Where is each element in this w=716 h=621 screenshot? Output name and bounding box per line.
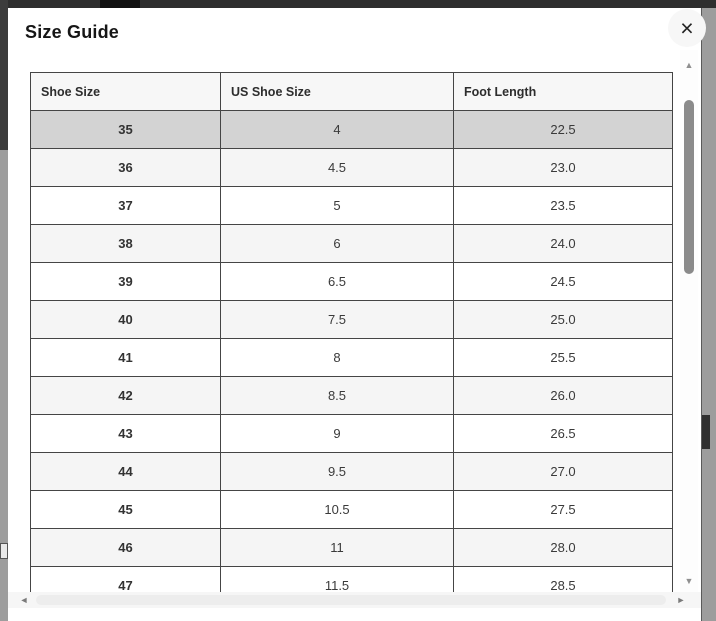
size-table: Shoe Size US Shoe Size Foot Length 35 4 … xyxy=(30,72,673,592)
cell-shoe-size: 47 xyxy=(30,566,221,592)
cell-shoe-size: 44 xyxy=(30,452,221,491)
table-row[interactable]: 35 4 22.5 xyxy=(30,110,673,149)
table-row[interactable]: 40 7.5 25.0 xyxy=(30,300,673,339)
cell-foot-length: 28.0 xyxy=(453,528,673,567)
cell-foot-length: 24.5 xyxy=(453,262,673,301)
cell-shoe-size: 35 xyxy=(30,110,221,149)
cell-us-shoe-size: 4.5 xyxy=(220,148,454,187)
horizontal-scrollbar-thumb[interactable] xyxy=(36,595,666,605)
size-guide-modal: Size Guide × Shoe Size US Shoe Size Foot… xyxy=(8,8,706,621)
cell-us-shoe-size: 5 xyxy=(220,186,454,225)
table-row[interactable]: 37 5 23.5 xyxy=(30,186,673,225)
cell-us-shoe-size: 4 xyxy=(220,110,454,149)
table-row[interactable]: 41 8 25.5 xyxy=(30,338,673,377)
cell-us-shoe-size: 10.5 xyxy=(220,490,454,529)
size-table-body: 35 4 22.5 36 4.5 23.0 37 5 23.5 38 6 24.… xyxy=(30,110,673,592)
cell-us-shoe-size: 8.5 xyxy=(220,376,454,415)
header-row: Shoe Size US Shoe Size Foot Length xyxy=(30,72,673,111)
table-row[interactable]: 39 6.5 24.5 xyxy=(30,262,673,301)
cell-foot-length: 26.0 xyxy=(453,376,673,415)
cell-us-shoe-size: 9 xyxy=(220,414,454,453)
cell-foot-length: 27.5 xyxy=(453,490,673,529)
column-header-foot-length: Foot Length xyxy=(453,72,673,111)
close-icon: × xyxy=(680,14,694,41)
backdrop-left-patch xyxy=(0,543,8,559)
cell-foot-length: 25.0 xyxy=(453,300,673,339)
cell-us-shoe-size: 11.5 xyxy=(220,566,454,592)
scroll-up-icon[interactable]: ▲ xyxy=(684,60,694,70)
cell-us-shoe-size: 11 xyxy=(220,528,454,567)
vertical-scrollbar-thumb[interactable] xyxy=(684,100,694,274)
table-row[interactable]: 36 4.5 23.0 xyxy=(30,148,673,187)
cell-us-shoe-size: 6 xyxy=(220,224,454,263)
cell-shoe-size: 46 xyxy=(30,528,221,567)
size-table-header: Shoe Size US Shoe Size Foot Length xyxy=(30,72,673,111)
table-row[interactable]: 43 9 26.5 xyxy=(30,414,673,453)
table-row[interactable]: 38 6 24.0 xyxy=(30,224,673,263)
backdrop-top xyxy=(0,0,716,8)
backdrop-left xyxy=(0,0,8,150)
cell-us-shoe-size: 8 xyxy=(220,338,454,377)
cell-us-shoe-size: 9.5 xyxy=(220,452,454,491)
cell-shoe-size: 36 xyxy=(30,148,221,187)
cell-foot-length: 24.0 xyxy=(453,224,673,263)
cell-foot-length: 23.0 xyxy=(453,148,673,187)
size-table-viewport[interactable]: Shoe Size US Shoe Size Foot Length 35 4 … xyxy=(30,64,682,592)
column-header-shoe-size: Shoe Size xyxy=(30,72,221,111)
table-row[interactable]: 47 11.5 28.5 xyxy=(30,566,673,592)
cell-us-shoe-size: 6.5 xyxy=(220,262,454,301)
cell-foot-length: 22.5 xyxy=(453,110,673,149)
scroll-left-icon[interactable]: ◄ xyxy=(19,595,29,605)
backdrop-top-dark xyxy=(100,0,140,8)
cell-us-shoe-size: 7.5 xyxy=(220,300,454,339)
table-row[interactable]: 44 9.5 27.0 xyxy=(30,452,673,491)
cell-shoe-size: 41 xyxy=(30,338,221,377)
modal-title: Size Guide xyxy=(25,22,120,42)
cell-shoe-size: 43 xyxy=(30,414,221,453)
cell-shoe-size: 42 xyxy=(30,376,221,415)
cell-shoe-size: 45 xyxy=(30,490,221,529)
cell-shoe-size: 40 xyxy=(30,300,221,339)
backdrop-right-edge xyxy=(700,8,702,621)
cell-shoe-size: 38 xyxy=(30,224,221,263)
horizontal-scrollbar[interactable]: ◄ ► xyxy=(8,592,701,608)
cell-foot-length: 28.5 xyxy=(453,566,673,592)
cell-foot-length: 26.5 xyxy=(453,414,673,453)
backdrop-right-blotch xyxy=(702,415,710,449)
column-header-us-shoe-size: US Shoe Size xyxy=(220,72,454,111)
vertical-scrollbar[interactable]: ▲ ▼ xyxy=(680,50,698,592)
table-row[interactable]: 42 8.5 26.0 xyxy=(30,376,673,415)
table-row[interactable]: 45 10.5 27.5 xyxy=(30,490,673,529)
cell-shoe-size: 37 xyxy=(30,186,221,225)
cell-foot-length: 27.0 xyxy=(453,452,673,491)
scroll-down-icon[interactable]: ▼ xyxy=(684,576,694,586)
cell-foot-length: 23.5 xyxy=(453,186,673,225)
scroll-right-icon[interactable]: ► xyxy=(676,595,686,605)
table-row[interactable]: 46 11 28.0 xyxy=(30,528,673,567)
close-button[interactable]: × xyxy=(668,9,706,47)
cell-foot-length: 25.5 xyxy=(453,338,673,377)
cell-shoe-size: 39 xyxy=(30,262,221,301)
